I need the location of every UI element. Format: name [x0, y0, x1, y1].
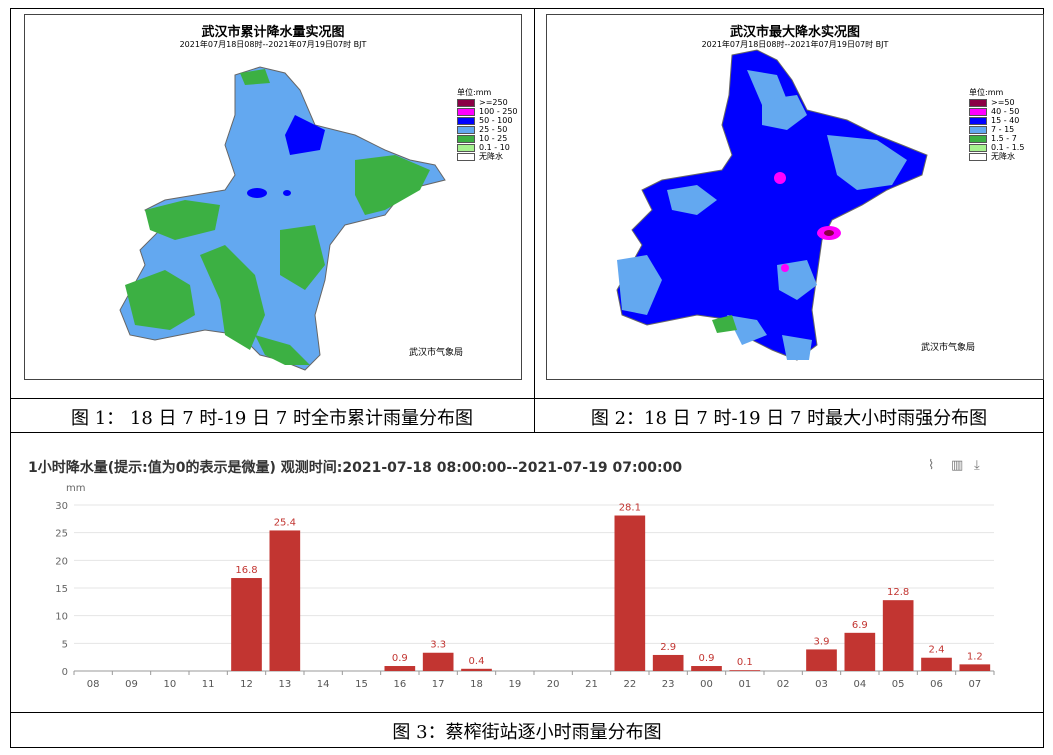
map2-legend-row: 40 - 50 [969, 107, 1024, 116]
legend-swatch [457, 134, 475, 143]
map1-legend-row: 50 - 100 [457, 116, 518, 125]
map2-legend-row: >=50 [969, 98, 1024, 107]
map1-graphic [119, 66, 446, 371]
map1-title: 武汉市累计降水量实况图 [201, 25, 345, 40]
map1-legend: 单位:mm >=250 100 - 250 50 - 100 25 - 50 1… [457, 87, 518, 161]
map2-title: 武汉市最大降水实况图 [729, 25, 860, 40]
legend-swatch [969, 116, 987, 125]
map2-legend: 单位:mm >=50 40 - 50 15 - 40 7 - 15 1.5 - … [969, 87, 1024, 161]
divider-chart-top [10, 432, 1044, 433]
map2-legend-row: 0.1 - 1.5 [969, 143, 1024, 152]
legend-label: 50 - 100 [479, 116, 513, 125]
legend-swatch [969, 152, 987, 161]
legend-swatch [969, 143, 987, 152]
legend-swatch [457, 125, 475, 134]
map1-credit: 武汉市气象局 [409, 348, 464, 358]
map-cumulative-rainfall: 武汉市累计降水量实况图 2021年07月18日08时--2021年07月19日0… [24, 14, 522, 380]
legend-label: 10 - 25 [479, 134, 508, 143]
legend-swatch [457, 143, 475, 152]
divider-caption-top [10, 398, 1044, 399]
caption-fig1: 图 1： 18 日 7 时-19 日 7 时全市累计雨量分布图 [70, 408, 474, 429]
legend-swatch [457, 98, 475, 107]
divider-chart-bottom [10, 712, 1044, 713]
map1-legend-row: 25 - 50 [457, 125, 518, 134]
chart-title: 1小时降水量(提示:值为0的表示是微量) 观测时间:2021-07-18 08:… [28, 460, 683, 476]
map1-legend-row: 无降水 [457, 152, 518, 161]
map2-legend-row: 7 - 15 [969, 125, 1024, 134]
map2-legend-unit: 单位:mm [969, 88, 1004, 97]
map2-graphic [616, 49, 928, 361]
map2-subtitle: 2021年07月18日08时--2021年07月19日07时 BJT [701, 40, 889, 49]
legend-label: 25 - 50 [479, 125, 508, 134]
map2-legend-row: 无降水 [969, 152, 1024, 161]
caption-fig3: 图 3：蔡榨街站逐小时雨量分布图 [392, 722, 662, 743]
divider-vertical [534, 8, 535, 433]
map2-legend-row: 1.5 - 7 [969, 134, 1024, 143]
map1-legend-unit: 单位:mm [457, 88, 492, 97]
legend-label: >=250 [479, 98, 508, 107]
legend-swatch [457, 107, 475, 116]
legend-label: 7 - 15 [991, 125, 1015, 134]
legend-swatch [457, 152, 475, 161]
map2-legend-row: 15 - 40 [969, 116, 1024, 125]
legend-swatch [969, 98, 987, 107]
legend-swatch [457, 116, 475, 125]
map-max-hourly-rainfall: 武汉市最大降水实况图 2021年07月18日08时--2021年07月19日07… [546, 14, 1044, 380]
legend-label: 无降水 [991, 152, 1015, 161]
map1-legend-row: 100 - 250 [457, 107, 518, 116]
legend-label: 0.1 - 1.5 [991, 143, 1025, 152]
download-icon[interactable]: ⤓ [974, 458, 980, 473]
caption-fig2: 图 2：18 日 7 时-19 日 7 时最大小时雨强分布图 [590, 408, 988, 429]
map2-credit: 武汉市气象局 [921, 343, 976, 353]
legend-label: >=50 [991, 98, 1015, 107]
legend-label: 40 - 50 [991, 107, 1020, 116]
legend-swatch [969, 134, 987, 143]
legend-label: 15 - 40 [991, 116, 1020, 125]
legend-swatch [969, 107, 987, 116]
legend-label: 无降水 [479, 152, 503, 161]
map1-legend-row: >=250 [457, 98, 518, 107]
bar-chart-icon[interactable]: ▥ [951, 458, 964, 473]
legend-swatch [969, 125, 987, 134]
map1-legend-row: 0.1 - 10 [457, 143, 518, 152]
map1-subtitle: 2021年07月18日08时--2021年07月19日07时 BJT [179, 40, 367, 49]
line-chart-icon[interactable]: ⌇ [928, 458, 935, 473]
legend-label: 0.1 - 10 [479, 143, 510, 152]
legend-label: 1.5 - 7 [991, 134, 1017, 143]
map1-legend-row: 10 - 25 [457, 134, 518, 143]
legend-label: 100 - 250 [479, 107, 518, 116]
